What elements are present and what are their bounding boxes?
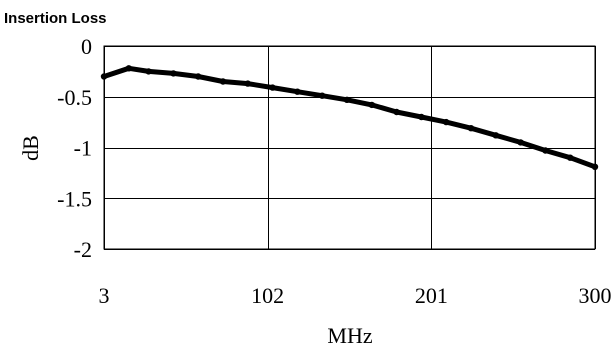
series-line-0 [101, 65, 598, 170]
data-point-0-3 [170, 70, 177, 77]
data-point-0-14 [443, 118, 450, 126]
y-tick-label-3: -1.5 [57, 186, 92, 211]
data-point-0-2 [145, 68, 152, 75]
data-point-0-17 [517, 139, 524, 146]
data-point-0-6 [244, 80, 251, 87]
y-tick-label-0: 0 [81, 34, 92, 59]
x-tick-label-3: 300 [579, 283, 612, 308]
data-point-0-15 [467, 125, 475, 132]
x-tick-label-0: 3 [99, 283, 110, 308]
y-tick-label-2: -1 [74, 136, 92, 161]
chart-title: Insertion Loss [4, 10, 107, 27]
data-point-0-18 [542, 147, 549, 154]
data-point-0-1 [125, 65, 132, 72]
x-tick-label-1: 102 [251, 283, 284, 308]
data-point-0-11 [368, 101, 375, 109]
data-point-0-20 [591, 163, 599, 170]
y-tick-label-1: -0.5 [57, 85, 92, 110]
x-tick-labels: 3 102 201 300 [99, 283, 612, 308]
series-layer [100, 65, 599, 170]
x-tick-label-2: 201 [415, 283, 448, 308]
plot-area [103, 45, 596, 250]
data-point-0-4 [195, 73, 202, 80]
data-point-0-7 [269, 84, 276, 91]
data-point-0-0 [100, 73, 108, 80]
y-axis-label: dB [18, 135, 43, 161]
data-point-0-19 [567, 154, 574, 161]
y-tick-labels: 0 -0.5 -1 -1.5 -2 [57, 34, 92, 262]
data-point-0-8 [294, 88, 301, 95]
data-point-0-16 [492, 132, 499, 139]
x-axis-label: MHz [327, 323, 372, 348]
data-point-0-13 [418, 113, 425, 121]
y-tick-label-4: -2 [74, 237, 92, 262]
data-point-0-12 [393, 108, 400, 116]
data-point-0-5 [219, 78, 227, 85]
data-point-0-10 [343, 96, 351, 104]
grid-lines [104, 46, 596, 250]
data-point-0-9 [319, 92, 326, 99]
